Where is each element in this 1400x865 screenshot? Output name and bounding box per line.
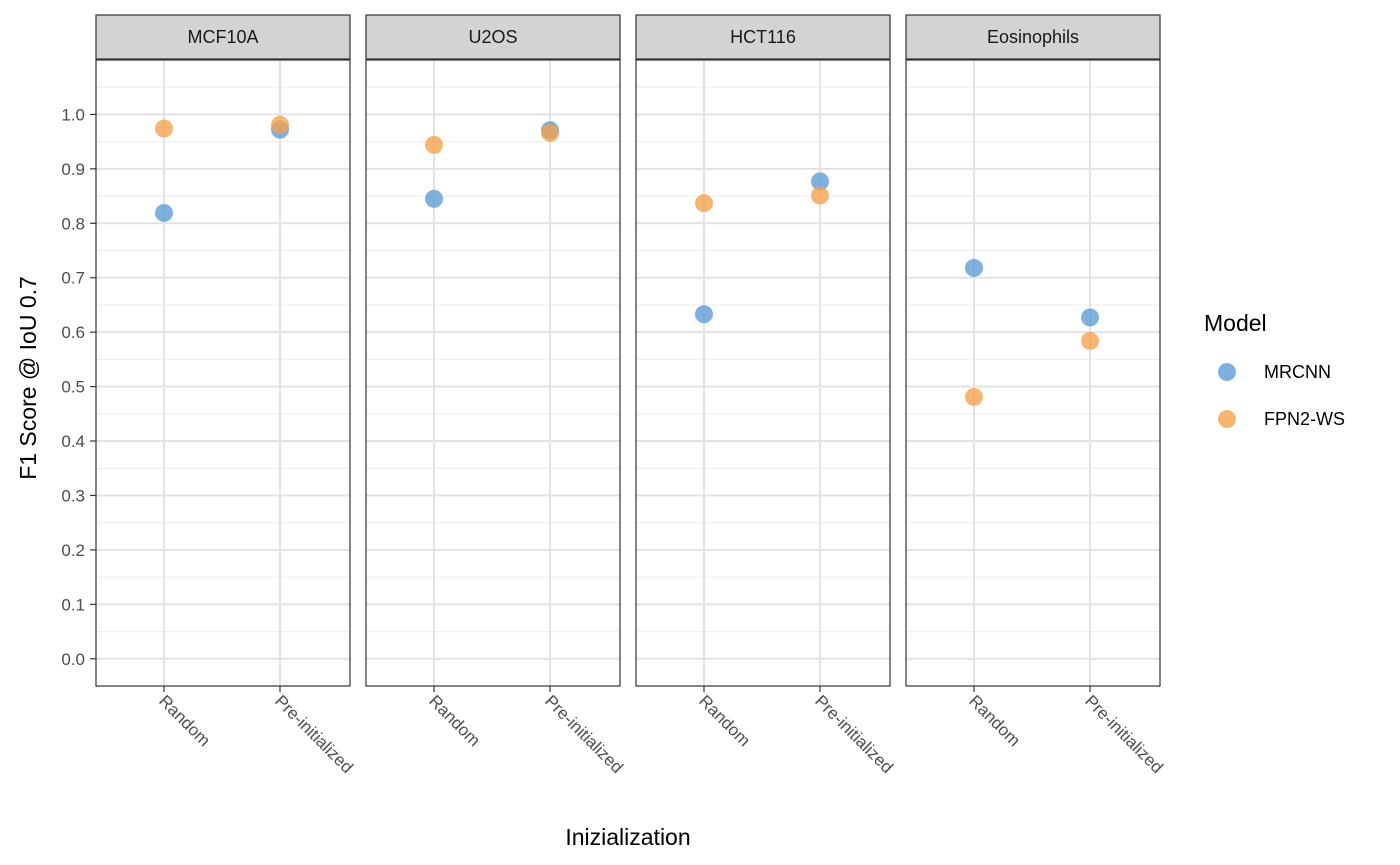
facet-strip-label: Eosinophils	[987, 27, 1079, 47]
x-tick-label: Pre-initialized	[271, 691, 357, 777]
y-tick-label: 0.9	[61, 160, 85, 179]
point-fpn2-ws-pre-initialized	[541, 123, 559, 142]
legend-key-mrcnn	[1218, 363, 1236, 381]
legend: Model MRCNN FPN2-WS	[1204, 310, 1345, 429]
y-tick-label: 0.4	[61, 432, 85, 451]
facet-hct116: HCT116 Random Pre-initialized	[635, 14, 897, 777]
facet-panels: MCF10A Random Pre-initialized U2OS Random Pre…	[95, 14, 1167, 777]
legend-key-fpn2-ws	[1218, 410, 1236, 428]
point-mrcnn-random	[155, 203, 173, 222]
point-mrcnn-random	[695, 305, 713, 324]
panel-background	[906, 60, 1160, 686]
point-fpn2-ws-pre-initialized	[271, 115, 289, 134]
facet-u2os: U2OS Random Pre-initialized	[365, 14, 627, 777]
y-tick-label: 1.0	[61, 105, 85, 124]
x-tick-label: Pre-initialized	[1081, 691, 1167, 777]
x-tick-label: Random	[155, 691, 214, 750]
panel-border	[635, 59, 891, 687]
y-axis-title: F1 Score @ IoU 0.7	[15, 276, 41, 480]
point-fpn2-ws-pre-initialized	[811, 186, 829, 205]
facet-mcf10a: MCF10A Random Pre-initialized	[95, 14, 357, 777]
y-tick-label: 0.6	[61, 323, 85, 342]
point-mrcnn-pre-initialized	[1081, 308, 1099, 327]
point-mrcnn-random	[965, 258, 983, 277]
panel-border	[905, 59, 1161, 687]
panel-background	[96, 60, 350, 686]
legend-title: Model	[1204, 310, 1267, 336]
facet-strip	[365, 14, 621, 60]
panel-border	[95, 59, 351, 687]
facet-strip-label: HCT116	[730, 27, 796, 47]
y-tick-label: 0.7	[61, 269, 85, 288]
facet-strip-label: MCF10A	[187, 27, 258, 47]
panel-border	[365, 59, 621, 687]
facet-strip	[635, 14, 891, 60]
x-tick-label: Pre-initialized	[811, 691, 897, 777]
x-tick-label: Pre-initialized	[541, 691, 627, 777]
x-tick-label: Random	[965, 691, 1024, 750]
panel-background	[366, 60, 620, 686]
facet-eosinophils: Eosinophils Random Pre-initialized	[905, 14, 1167, 777]
point-fpn2-ws-random	[965, 387, 983, 406]
y-axis: 0.0 0.1 0.2 0.3 0.4 0.5 0.6 0.7 0.8 0.9 1.0	[61, 105, 96, 669]
panel-background	[636, 60, 890, 686]
point-fpn2-ws-random	[695, 194, 713, 213]
x-axis-title: Inizialization	[565, 824, 690, 850]
point-fpn2-ws-random	[425, 135, 443, 154]
point-fpn2-ws-pre-initialized	[1081, 331, 1099, 350]
y-tick-label: 0.0	[61, 650, 85, 669]
point-mrcnn-random	[425, 189, 443, 208]
facet-strip	[95, 14, 351, 60]
facet-strip-label: U2OS	[468, 27, 517, 47]
facet-strip	[905, 14, 1161, 60]
x-tick-label: Random	[425, 691, 484, 750]
y-tick-label: 0.5	[61, 378, 85, 397]
y-tick-label: 0.8	[61, 214, 85, 233]
legend-label-mrcnn: MRCNN	[1264, 362, 1331, 382]
point-mrcnn-pre-initialized	[811, 172, 829, 191]
y-tick-label: 0.1	[61, 595, 85, 614]
x-tick-label: Random	[695, 691, 754, 750]
y-tick-label: 0.3	[61, 486, 85, 505]
legend-label-fpn2-ws: FPN2-WS	[1264, 409, 1345, 429]
y-tick-label: 0.2	[61, 541, 85, 560]
point-fpn2-ws-random	[155, 119, 173, 138]
